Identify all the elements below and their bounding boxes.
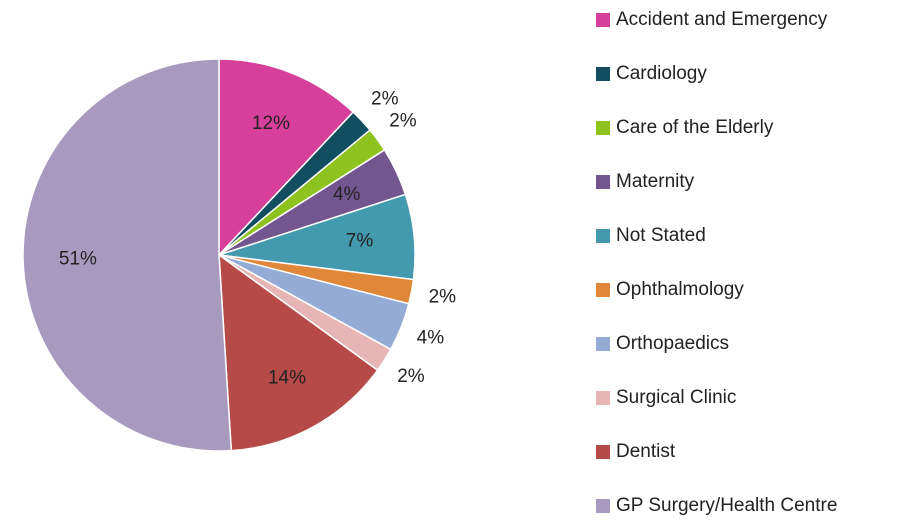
legend-swatch [596,175,610,189]
legend-swatch [596,499,610,513]
data-label: 2% [371,88,399,109]
legend-swatch [596,229,610,243]
data-label: 2% [429,287,457,308]
pie-slice [218,58,355,257]
legend-label: Ophthalmology [616,279,744,300]
data-label: 12% [252,113,290,134]
legend-swatch [596,13,610,27]
data-label: 4% [333,184,361,205]
data-label: 51% [59,248,97,269]
legend-label: Maternity [616,171,695,192]
legend-label: Dentist [616,441,676,462]
legend-swatch [596,283,610,297]
data-label: 4% [417,328,445,349]
data-label: 2% [389,110,417,131]
legend-label: Not Stated [616,225,706,246]
legend-swatch [596,67,610,81]
legend-label: Surgical Clinic [616,387,736,408]
legend-swatch [596,445,610,459]
legend-swatch [596,337,610,351]
data-label: 7% [346,231,374,252]
pie-slice [218,253,379,452]
data-label: 2% [397,366,425,387]
legend-label: GP Surgery/Health Centre [616,495,837,516]
legend-label: Orthopaedics [616,333,729,354]
data-label: 14% [268,368,306,389]
legend-swatch [596,391,610,405]
legend-label: Accident and Emergency [616,9,828,30]
legend-swatch [596,121,610,135]
pie-slice [22,58,233,452]
legend-label: Cardiology [616,63,707,84]
legend-label: Care of the Elderly [616,117,774,138]
